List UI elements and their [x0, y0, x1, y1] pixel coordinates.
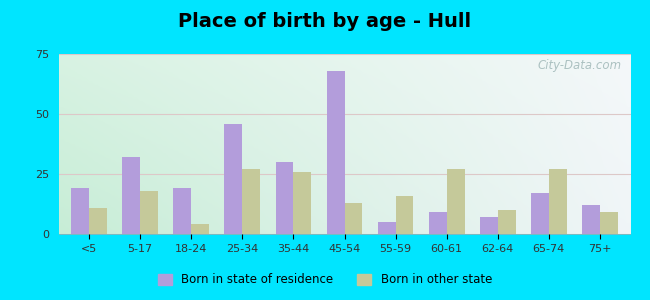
Bar [191, 224, 209, 234]
Bar [344, 203, 363, 234]
Bar [549, 169, 567, 234]
Bar [498, 210, 515, 234]
Bar [600, 212, 618, 234]
Legend: Born in state of residence, Born in other state: Born in state of residence, Born in othe… [153, 269, 497, 291]
Text: City-Data.com: City-Data.com [538, 59, 622, 72]
Bar [378, 222, 396, 234]
Bar [122, 157, 140, 234]
Bar [447, 169, 465, 234]
Bar [72, 188, 89, 234]
Bar [531, 193, 549, 234]
Bar [293, 172, 311, 234]
Bar [396, 196, 413, 234]
Bar [89, 208, 107, 234]
Bar [326, 71, 344, 234]
Bar [174, 188, 191, 234]
Bar [242, 169, 260, 234]
Bar [429, 212, 447, 234]
Bar [480, 217, 498, 234]
Bar [224, 124, 242, 234]
Text: Place of birth by age - Hull: Place of birth by age - Hull [179, 12, 471, 31]
Bar [276, 162, 293, 234]
Bar [582, 205, 600, 234]
Bar [140, 191, 158, 234]
